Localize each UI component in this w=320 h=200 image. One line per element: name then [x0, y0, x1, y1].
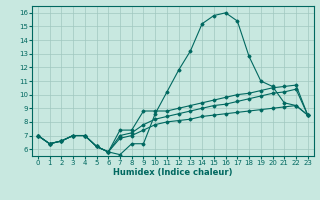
X-axis label: Humidex (Indice chaleur): Humidex (Indice chaleur): [113, 168, 233, 177]
